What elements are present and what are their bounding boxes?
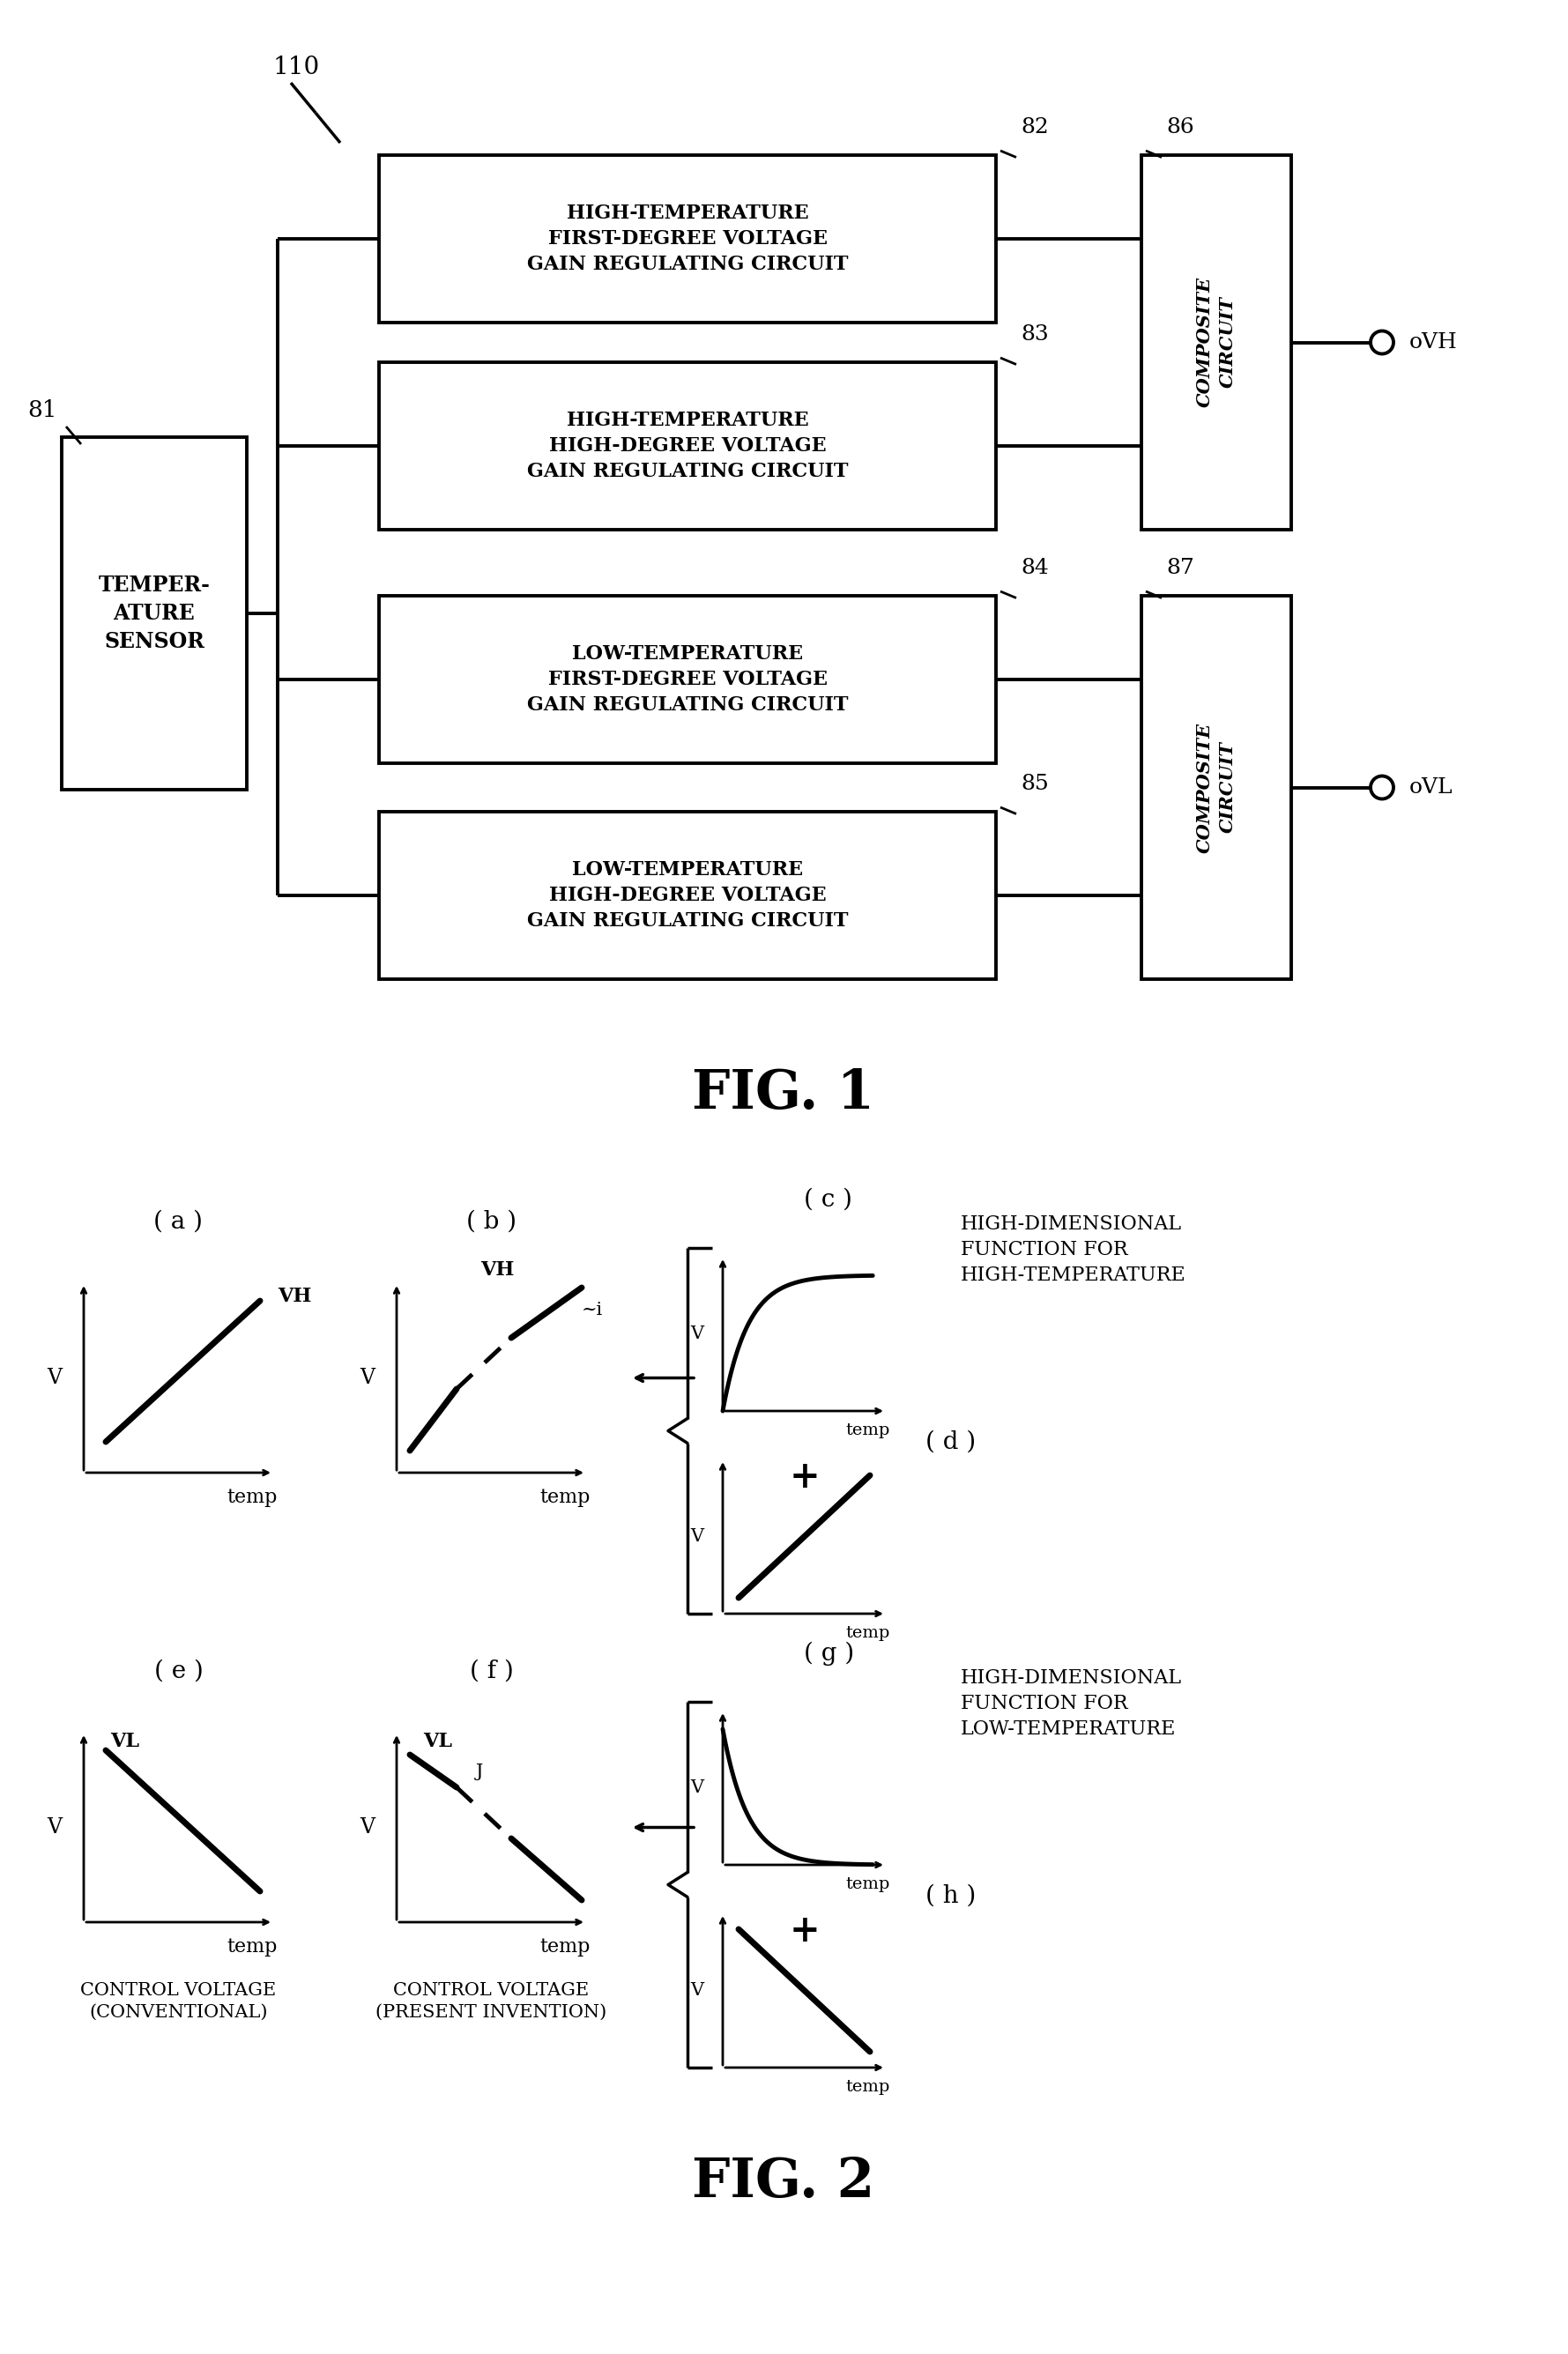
Text: ( f ): ( f ) [469,1660,513,1683]
Text: HIGH-DIMENSIONAL
FUNCTION FOR
LOW-TEMPERATURE: HIGH-DIMENSIONAL FUNCTION FOR LOW-TEMPER… [961,1669,1182,1740]
Text: oVH: oVH [1410,332,1458,353]
Text: +: + [789,1459,820,1495]
Text: temp: temp [227,1937,278,1956]
FancyBboxPatch shape [379,155,996,322]
FancyBboxPatch shape [379,363,996,530]
Text: LOW-TEMPERATURE
HIGH-DEGREE VOLTAGE
GAIN REGULATING CIRCUIT: LOW-TEMPERATURE HIGH-DEGREE VOLTAGE GAIN… [527,859,848,930]
Text: V: V [47,1817,61,1838]
FancyBboxPatch shape [1142,596,1290,979]
Text: +: + [789,1911,820,1949]
FancyBboxPatch shape [379,596,996,763]
Text: VL: VL [423,1733,452,1751]
Text: 81: 81 [28,400,58,421]
Text: temp: temp [845,1876,891,1893]
Text: V: V [47,1368,61,1389]
Text: V: V [359,1368,375,1389]
Text: LOW-TEMPERATURE
FIRST-DEGREE VOLTAGE
GAIN REGULATING CIRCUIT: LOW-TEMPERATURE FIRST-DEGREE VOLTAGE GAI… [527,645,848,716]
Text: V: V [690,1325,704,1342]
Text: 84: 84 [1021,558,1049,579]
FancyBboxPatch shape [61,438,246,789]
Text: ( h ): ( h ) [925,1883,975,1907]
Text: HIGH-TEMPERATURE
FIRST-DEGREE VOLTAGE
GAIN REGULATING CIRCUIT: HIGH-TEMPERATURE FIRST-DEGREE VOLTAGE GA… [527,205,848,273]
Text: temp: temp [845,1422,891,1438]
Text: temp: temp [539,1488,591,1507]
Text: temp: temp [539,1937,591,1956]
Text: J: J [477,1763,483,1780]
Text: temp: temp [845,1624,891,1641]
Text: ~i: ~i [582,1302,604,1318]
Text: 110: 110 [273,54,320,80]
Text: VH: VH [480,1259,514,1281]
Text: COMPOSITE
CIRCUIT: COMPOSITE CIRCUIT [1196,278,1237,407]
Text: 82: 82 [1021,118,1049,137]
Text: VL: VL [110,1733,140,1751]
Text: temp: temp [845,2079,891,2095]
Text: ( g ): ( g ) [804,1641,855,1664]
Text: VH: VH [278,1288,312,1306]
Text: ( b ): ( b ) [466,1210,516,1233]
Text: ( a ): ( a ) [154,1210,204,1233]
Text: FIG. 1: FIG. 1 [693,1066,875,1121]
Text: oVL: oVL [1410,777,1454,798]
Text: ( c ): ( c ) [804,1186,853,1212]
Text: V: V [690,1982,704,1999]
Text: 85: 85 [1021,774,1049,793]
Text: COMPOSITE
CIRCUIT: COMPOSITE CIRCUIT [1196,723,1237,852]
Text: HIGH-TEMPERATURE
HIGH-DEGREE VOLTAGE
GAIN REGULATING CIRCUIT: HIGH-TEMPERATURE HIGH-DEGREE VOLTAGE GAI… [527,412,848,480]
Text: CONTROL VOLTAGE
(PRESENT INVENTION): CONTROL VOLTAGE (PRESENT INVENTION) [376,1982,607,2020]
Text: FIG. 2: FIG. 2 [691,2156,875,2208]
Text: 87: 87 [1167,558,1195,579]
Text: 83: 83 [1021,325,1049,344]
Text: V: V [359,1817,375,1838]
FancyBboxPatch shape [1142,155,1290,530]
Text: 86: 86 [1167,118,1195,137]
Text: ( d ): ( d ) [925,1429,975,1455]
Text: V: V [690,1528,704,1544]
Text: TEMPER-
ATURE
SENSOR: TEMPER- ATURE SENSOR [99,574,210,652]
Text: V: V [690,1780,704,1796]
FancyBboxPatch shape [379,812,996,979]
Text: HIGH-DIMENSIONAL
FUNCTION FOR
HIGH-TEMPERATURE: HIGH-DIMENSIONAL FUNCTION FOR HIGH-TEMPE… [961,1215,1185,1285]
Text: ( e ): ( e ) [154,1660,204,1683]
Text: temp: temp [227,1488,278,1507]
Text: CONTROL VOLTAGE
(CONVENTIONAL): CONTROL VOLTAGE (CONVENTIONAL) [80,1982,276,2020]
